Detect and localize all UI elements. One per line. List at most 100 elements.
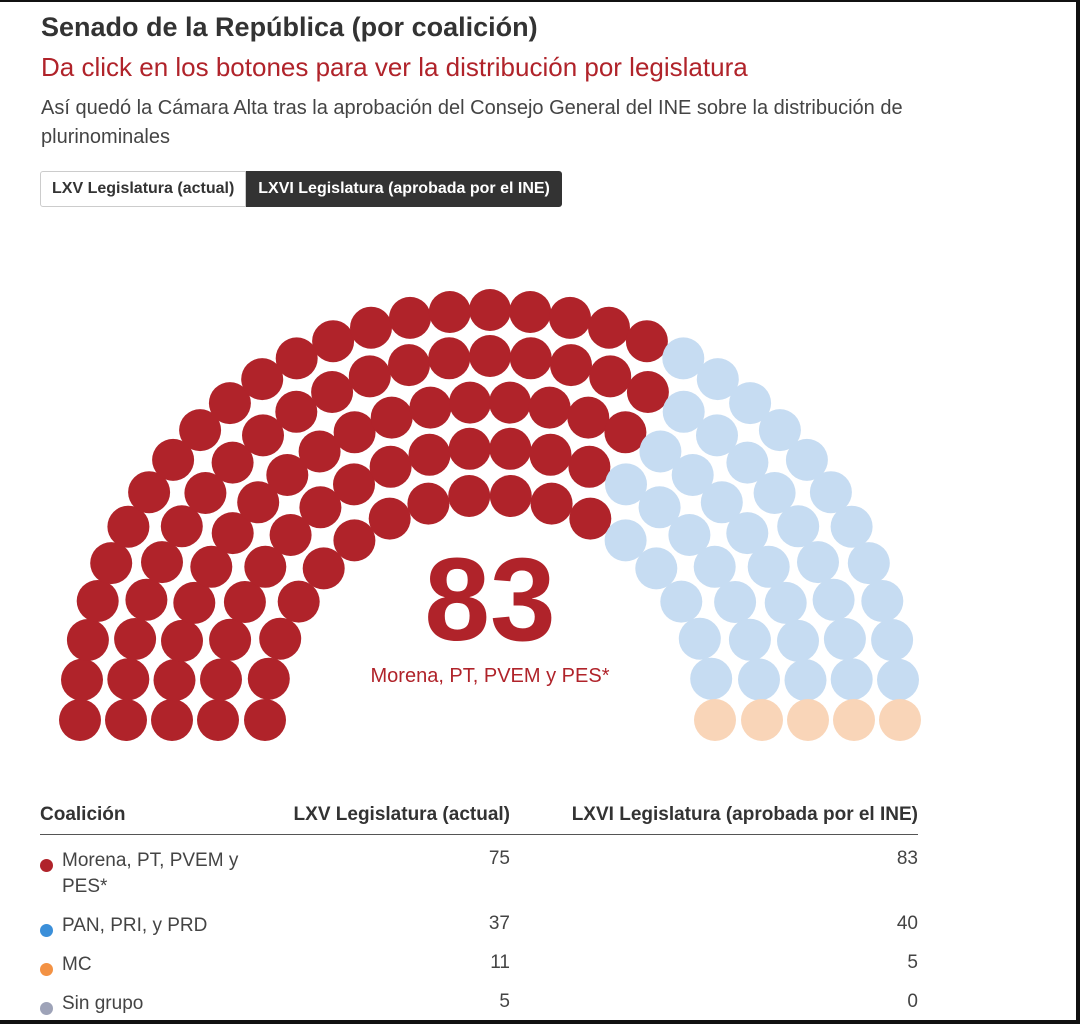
seat-dot xyxy=(529,433,572,476)
seat-dot xyxy=(797,541,839,584)
seat-dot xyxy=(861,580,904,622)
chart-subtitle: Da click en los botones para ver la dist… xyxy=(41,52,748,82)
seat-dot xyxy=(625,320,668,363)
seat-dot xyxy=(784,659,827,702)
seat-dot xyxy=(528,386,571,429)
seat-dot xyxy=(833,699,875,741)
seat-dot xyxy=(408,433,451,476)
seat-dot xyxy=(66,619,109,661)
seat-dot xyxy=(298,430,341,473)
seat-dot xyxy=(830,658,873,701)
seat-dot xyxy=(509,337,552,380)
seat-dot xyxy=(209,618,252,661)
seat-dot xyxy=(747,545,790,588)
majority-coalition-label: Morena, PT, PVEM y PES* xyxy=(370,665,610,687)
seat-dot xyxy=(275,390,318,433)
seat-dot xyxy=(153,659,196,702)
seat-dot xyxy=(333,463,375,506)
seat-dot xyxy=(449,381,491,424)
pan-legend-dot xyxy=(40,924,53,937)
seat-dot xyxy=(190,545,233,588)
seat-dot xyxy=(567,396,610,439)
seat-dot xyxy=(714,581,757,623)
seat-dot xyxy=(589,355,632,398)
seat-dot xyxy=(469,335,511,377)
seat-dot xyxy=(266,454,309,496)
seat-dot xyxy=(241,358,284,401)
table-header-lxv: LXV Legislatura (actual) xyxy=(275,798,510,835)
seat-dot xyxy=(668,514,711,556)
seat-dot xyxy=(107,505,150,548)
seat-dot xyxy=(247,657,290,700)
seat-dot xyxy=(660,580,703,623)
table-row: MC 11 5 xyxy=(40,939,918,978)
chart-title: Senado de la República (por coalición) xyxy=(41,12,538,42)
seat-dot xyxy=(489,475,532,517)
seat-dot xyxy=(726,441,769,484)
seat-dot xyxy=(152,438,195,481)
seat-dot xyxy=(696,358,739,401)
seat-dot xyxy=(489,381,531,424)
seat-dot xyxy=(588,306,630,349)
seat-dot xyxy=(448,475,491,517)
coalition-table: Coalición LXV Legislatura (actual) LXVI … xyxy=(40,798,918,1017)
seat-dot xyxy=(223,581,266,623)
seat-dot xyxy=(678,617,721,660)
coalition-name: Morena, PT, PVEM y PES* xyxy=(62,850,239,897)
seat-dot xyxy=(173,581,216,624)
lxv-legislatura-button[interactable]: LXV Legislatura (actual) xyxy=(40,171,247,207)
seat-dot xyxy=(388,344,430,387)
lxvi-value: 40 xyxy=(896,913,918,934)
majority-seat-count: 83 xyxy=(424,534,556,666)
seat-dot xyxy=(200,658,242,701)
seat-dot xyxy=(259,617,302,660)
mc-legend-dot xyxy=(40,963,53,976)
seat-dot xyxy=(787,699,829,741)
seat-dot xyxy=(141,541,183,584)
seat-dot xyxy=(299,486,342,529)
seat-dot xyxy=(879,699,921,741)
seat-dot xyxy=(90,542,133,585)
seat-dot xyxy=(368,497,411,540)
table-header-coalicion: Coalición xyxy=(40,798,275,835)
seat-dot xyxy=(823,618,866,660)
sin-grupo-legend-dot xyxy=(40,1002,53,1015)
seat-dot xyxy=(764,581,807,624)
seat-dot xyxy=(809,471,852,514)
seat-dot xyxy=(847,542,890,585)
seat-dot xyxy=(244,699,286,741)
seat-dot xyxy=(728,618,771,661)
seat-dot xyxy=(741,699,783,741)
seat-dot xyxy=(690,657,733,700)
seat-dot xyxy=(777,505,820,548)
seat-dot xyxy=(785,438,828,481)
seat-dot xyxy=(409,386,452,429)
seat-dot xyxy=(348,355,391,398)
seat-dot xyxy=(312,320,355,363)
seat-dot xyxy=(369,445,412,488)
table-row: Sin grupo 5 0 xyxy=(40,978,918,1017)
seat-dot xyxy=(428,337,471,380)
seat-dot xyxy=(160,505,203,548)
seat-dot xyxy=(509,291,552,333)
seat-dot xyxy=(726,512,769,555)
seat-dot xyxy=(635,547,678,590)
coalition-name: PAN, PRI, y PRD xyxy=(62,915,208,936)
seat-dot xyxy=(638,486,681,529)
lxvi-value: 83 xyxy=(896,848,918,869)
seat-dot xyxy=(275,337,318,380)
seat-dot xyxy=(151,699,193,741)
lxvi-legislatura-button[interactable]: LXVI Legislatura (aprobada por el INE) xyxy=(246,171,562,207)
seat-dot xyxy=(694,699,736,741)
seat-dot xyxy=(758,409,801,452)
seat-dot xyxy=(350,306,392,349)
lxvi-value: 0 xyxy=(907,991,918,1012)
table-row: PAN, PRI, y PRD 37 40 xyxy=(40,900,918,939)
seat-dot xyxy=(662,390,705,433)
seat-dot xyxy=(311,371,354,413)
seat-dot xyxy=(729,382,772,425)
seat-dot xyxy=(569,497,612,540)
seat-dot xyxy=(812,578,855,621)
lxv-value: 5 xyxy=(499,991,510,1012)
